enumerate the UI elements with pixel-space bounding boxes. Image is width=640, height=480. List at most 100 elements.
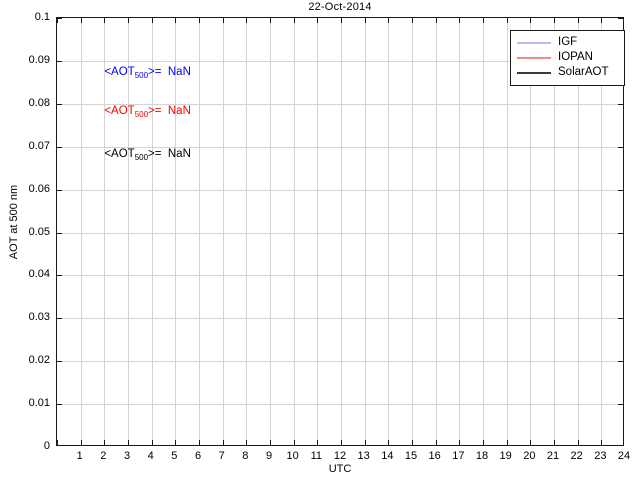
gridline-vertical: [530, 18, 531, 445]
x-tick-label: 12: [333, 450, 347, 462]
legend-color-swatch: [517, 56, 551, 59]
annotation-value: NaN: [161, 104, 191, 117]
axis-tick: [270, 18, 271, 23]
axis-tick: [81, 18, 82, 23]
y-tick-label: 0: [43, 440, 50, 452]
y-tick-label: 0.08: [28, 96, 50, 109]
axis-tick: [57, 104, 62, 105]
x-axis-label: UTC: [328, 463, 352, 475]
gridline-vertical: [199, 18, 200, 445]
x-tick-label: 18: [475, 450, 489, 462]
axis-tick: [152, 18, 153, 23]
legend-item-solaraot[interactable]: SolarAOT: [517, 65, 618, 80]
axis-tick: [459, 440, 460, 445]
gridline-vertical: [483, 18, 484, 445]
axis-tick: [175, 18, 176, 23]
y-tick-label: 0.04: [28, 268, 50, 281]
axis-tick: [128, 440, 129, 445]
x-tick-label: 23: [594, 450, 607, 462]
legend-item-igf[interactable]: IGF: [517, 35, 618, 50]
x-tick-label: 3: [123, 450, 131, 462]
axis-tick: [618, 318, 623, 319]
gridline-horizontal: [57, 190, 623, 191]
x-tick-label: 20: [523, 450, 536, 462]
legend-item-iopan[interactable]: IOPAN: [517, 50, 618, 65]
x-tick-label: 5: [171, 450, 178, 462]
axis-tick: [57, 18, 58, 23]
annotation-value: NaN: [161, 147, 191, 160]
axis-tick: [388, 18, 389, 23]
y-tick-label: 0.05: [28, 225, 50, 238]
gridline-horizontal: [57, 361, 623, 362]
aot-mean-annotation-0: <AOT500>= NaN: [104, 67, 191, 80]
axis-tick: [317, 18, 318, 23]
axis-tick: [57, 233, 62, 234]
axis-tick: [57, 190, 62, 191]
gridline-vertical: [270, 18, 271, 445]
annotation-subscript: 500: [134, 152, 149, 162]
axis-tick: [578, 18, 579, 23]
axis-tick: [341, 18, 342, 23]
axis-tick: [459, 18, 460, 23]
axis-tick: [270, 440, 271, 445]
data-trace-solaraot: [261, 445, 275, 446]
y-tick-label: 0.07: [28, 139, 50, 152]
gridline-horizontal: [57, 404, 623, 405]
axis-tick: [530, 18, 531, 23]
annotation-prefix: <AOT: [104, 104, 135, 117]
axis-tick: [618, 404, 623, 405]
chart-title: 22-Oct-2014: [308, 1, 372, 13]
axis-tick: [483, 18, 484, 23]
annotation-subscript: 500: [134, 109, 149, 119]
legend-label: SolarAOT: [558, 65, 609, 78]
y-axis-label: AOT at 500 nm: [8, 184, 20, 260]
x-tick-label: 6: [194, 450, 202, 462]
axis-tick: [483, 440, 484, 445]
axis-tick: [246, 18, 247, 23]
axis-tick: [57, 361, 62, 362]
x-tick-label: 1: [76, 450, 83, 462]
axis-tick: [365, 18, 366, 23]
axis-tick: [57, 318, 62, 319]
gridline-horizontal: [57, 61, 623, 62]
gridline-vertical: [223, 18, 224, 445]
axis-tick: [104, 18, 105, 23]
gridline-vertical: [294, 18, 295, 445]
axis-tick: [507, 18, 508, 23]
gridline-vertical: [554, 18, 555, 445]
axis-tick: [341, 440, 342, 445]
gridline-vertical: [459, 18, 460, 445]
aot-mean-annotation-2: <AOT500>= NaN: [104, 147, 191, 162]
x-tick-label: 7: [218, 450, 225, 462]
x-tick-label: 9: [265, 450, 273, 462]
x-tick-label: 11: [310, 450, 323, 462]
x-tick-label: 8: [242, 450, 249, 462]
chart-legend: IGF IOPAN SolarAOT: [510, 30, 625, 86]
aot-mean-annotation-1: <AOT500>= NaN: [104, 104, 191, 119]
x-tick-label: 17: [452, 450, 465, 462]
axis-tick: [436, 18, 437, 23]
y-tick-label: 0.06: [28, 182, 50, 195]
annotation-prefix: <AOT: [104, 66, 135, 79]
x-tick-label: 19: [499, 450, 512, 462]
axis-tick: [57, 404, 62, 405]
gridline-vertical: [128, 18, 129, 445]
axis-tick: [57, 440, 58, 445]
plot-area: <AOT500>= NaN <AOT500>= NaN <AOT500>= NaN: [56, 17, 624, 446]
gridline-vertical: [578, 18, 579, 445]
axis-tick: [618, 275, 623, 276]
x-tick-label: 14: [381, 450, 394, 462]
annotation-value: NaN: [161, 66, 191, 79]
axis-tick: [128, 18, 129, 23]
annotation-suffix: >=: [148, 147, 162, 160]
axis-tick: [104, 440, 105, 445]
gridline-vertical: [246, 18, 247, 445]
annotation-subscript: 500: [134, 71, 149, 81]
axis-tick: [618, 190, 623, 191]
gridline-vertical: [104, 18, 105, 445]
axis-tick: [554, 18, 555, 23]
axis-tick: [57, 147, 62, 148]
gridline-vertical: [152, 18, 153, 445]
gridline-horizontal: [57, 318, 623, 319]
